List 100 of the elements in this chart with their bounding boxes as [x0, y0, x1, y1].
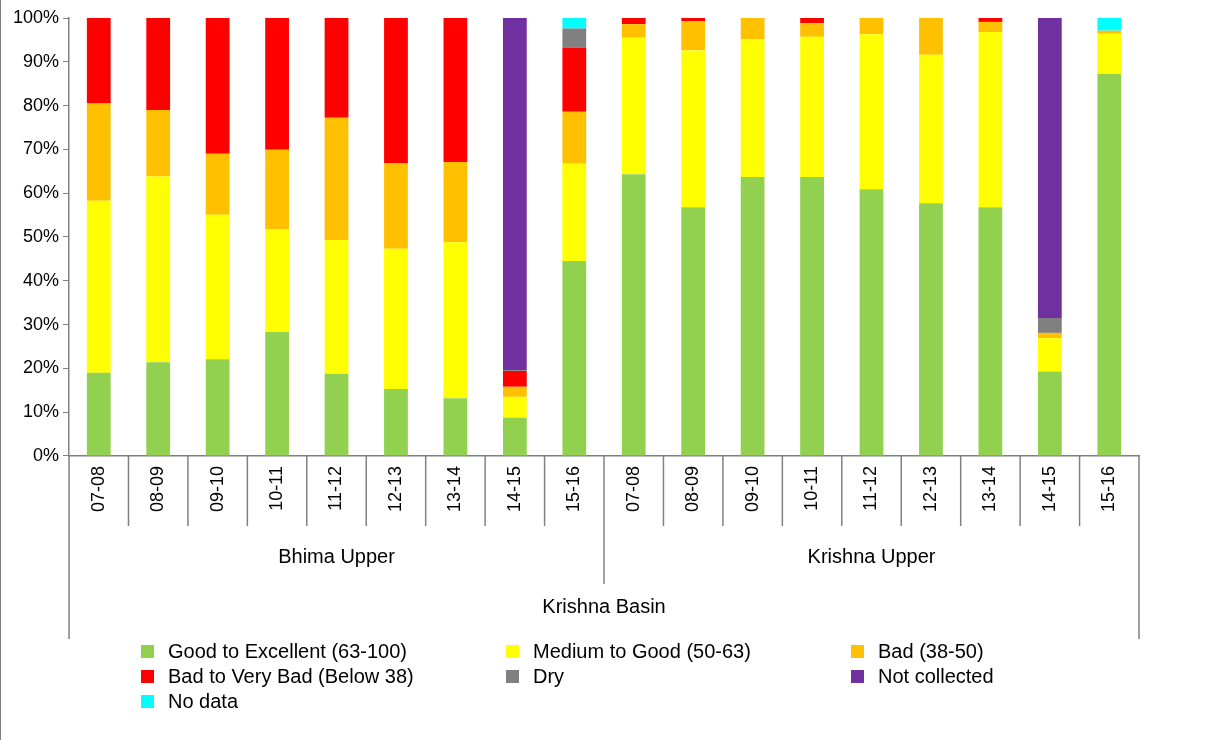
- bar: [384, 162, 408, 249]
- bar: [86, 103, 111, 201]
- bar: [919, 18, 943, 55]
- y-tick-label: 10%: [23, 401, 60, 422]
- bar: [205, 214, 230, 360]
- bar: [740, 18, 765, 40]
- bar: [800, 23, 824, 37]
- bar: [324, 18, 349, 118]
- y-tick-label: 20%: [23, 357, 60, 378]
- bar: [443, 18, 468, 163]
- y-tick-label: 30%: [23, 313, 60, 334]
- bar: [1097, 74, 1122, 456]
- bar: [1037, 371, 1062, 456]
- bar: [502, 417, 527, 456]
- y-tick-label: 70%: [23, 138, 60, 159]
- x-tick-label: 12-13: [919, 465, 940, 513]
- bar: [621, 18, 646, 25]
- legend-label: Good to Excellent (63-100): [168, 640, 408, 663]
- bar: [562, 47, 587, 112]
- x-tick-label: 07-08: [622, 465, 643, 513]
- bar: [265, 18, 289, 150]
- y-tick-label: 60%: [23, 182, 60, 203]
- text: Bhima Upper: [278, 544, 396, 567]
- bar: [443, 242, 468, 399]
- x-tick-label: 13-14: [979, 465, 1000, 513]
- bar: [1037, 18, 1062, 319]
- y-tick-label: 80%: [23, 94, 60, 115]
- y-tick-label: 50%: [23, 225, 60, 246]
- bar: [978, 207, 1003, 456]
- bar: [1097, 30, 1122, 34]
- bar: [86, 372, 111, 456]
- bar: [1037, 338, 1062, 372]
- legend-label: Not collected: [878, 665, 994, 688]
- legend-label: Bad to Very Bad (Below 38): [168, 665, 414, 688]
- y-tick-label: 100%: [12, 6, 60, 27]
- bar: [1097, 18, 1122, 31]
- x-tick-label: 10-11: [801, 465, 822, 511]
- bar: [681, 207, 706, 456]
- x-tick-label: 12-13: [384, 465, 405, 513]
- bar: [384, 18, 408, 163]
- bar: [919, 54, 943, 204]
- bar: [919, 203, 943, 456]
- bar: [384, 248, 408, 389]
- bar: [205, 18, 230, 154]
- bar: [86, 200, 111, 373]
- bar: [502, 371, 527, 387]
- bar: [859, 34, 884, 190]
- bar: [86, 18, 111, 104]
- legend-label: No data: [168, 690, 239, 713]
- bar: [502, 18, 527, 371]
- bar: [443, 398, 468, 456]
- bar: [562, 18, 587, 29]
- bar: [1037, 318, 1062, 333]
- bar: [740, 39, 765, 177]
- bar: [859, 18, 884, 35]
- bar: [681, 50, 706, 208]
- legend-label: Bad (38-50): [878, 640, 984, 663]
- legend-label: Medium to Good (50-63): [533, 640, 751, 663]
- bar: [205, 359, 230, 456]
- x-tick-label: 15-16: [1098, 465, 1119, 513]
- x-axis-title: Krishna Basin: [542, 595, 666, 618]
- bar: [978, 32, 1003, 208]
- bar: [562, 163, 587, 262]
- bar: [562, 111, 587, 164]
- bar: [265, 149, 289, 230]
- y-tick-label: 90%: [23, 50, 60, 71]
- legend-label: Dry: [533, 665, 565, 688]
- bar: [443, 162, 468, 243]
- bar: [384, 388, 408, 456]
- bar: [502, 396, 527, 418]
- bar: [324, 117, 349, 241]
- bar: [562, 28, 587, 48]
- bar: [740, 176, 765, 456]
- bar: [502, 386, 527, 397]
- bar: [146, 176, 171, 363]
- x-tick-label: 09-10: [206, 465, 227, 513]
- bar: [1097, 33, 1122, 75]
- bar: [1037, 332, 1062, 339]
- bar: [978, 18, 1003, 22]
- bar: [681, 21, 706, 51]
- bar: [800, 36, 824, 177]
- x-tick-label: 08-09: [682, 465, 703, 513]
- x-tick-label: 07-08: [87, 465, 108, 513]
- bar: [146, 109, 171, 177]
- x-tick-label: 13-14: [444, 465, 465, 513]
- bar: [800, 18, 824, 24]
- bar: [265, 229, 289, 333]
- bar: [146, 18, 171, 110]
- x-tick-label: 10-11: [266, 465, 287, 511]
- text: Krishna Upper: [807, 544, 936, 567]
- bar: [205, 153, 230, 215]
- bar: [265, 332, 289, 456]
- bar: [859, 189, 884, 456]
- x-tick-label: 15-16: [563, 465, 584, 513]
- bar: [324, 373, 349, 456]
- x-tick-label: 11-12: [860, 465, 881, 511]
- x-tick-label: 08-09: [147, 465, 168, 513]
- bar: [621, 24, 646, 38]
- bar: [800, 176, 824, 456]
- bar: [621, 174, 646, 456]
